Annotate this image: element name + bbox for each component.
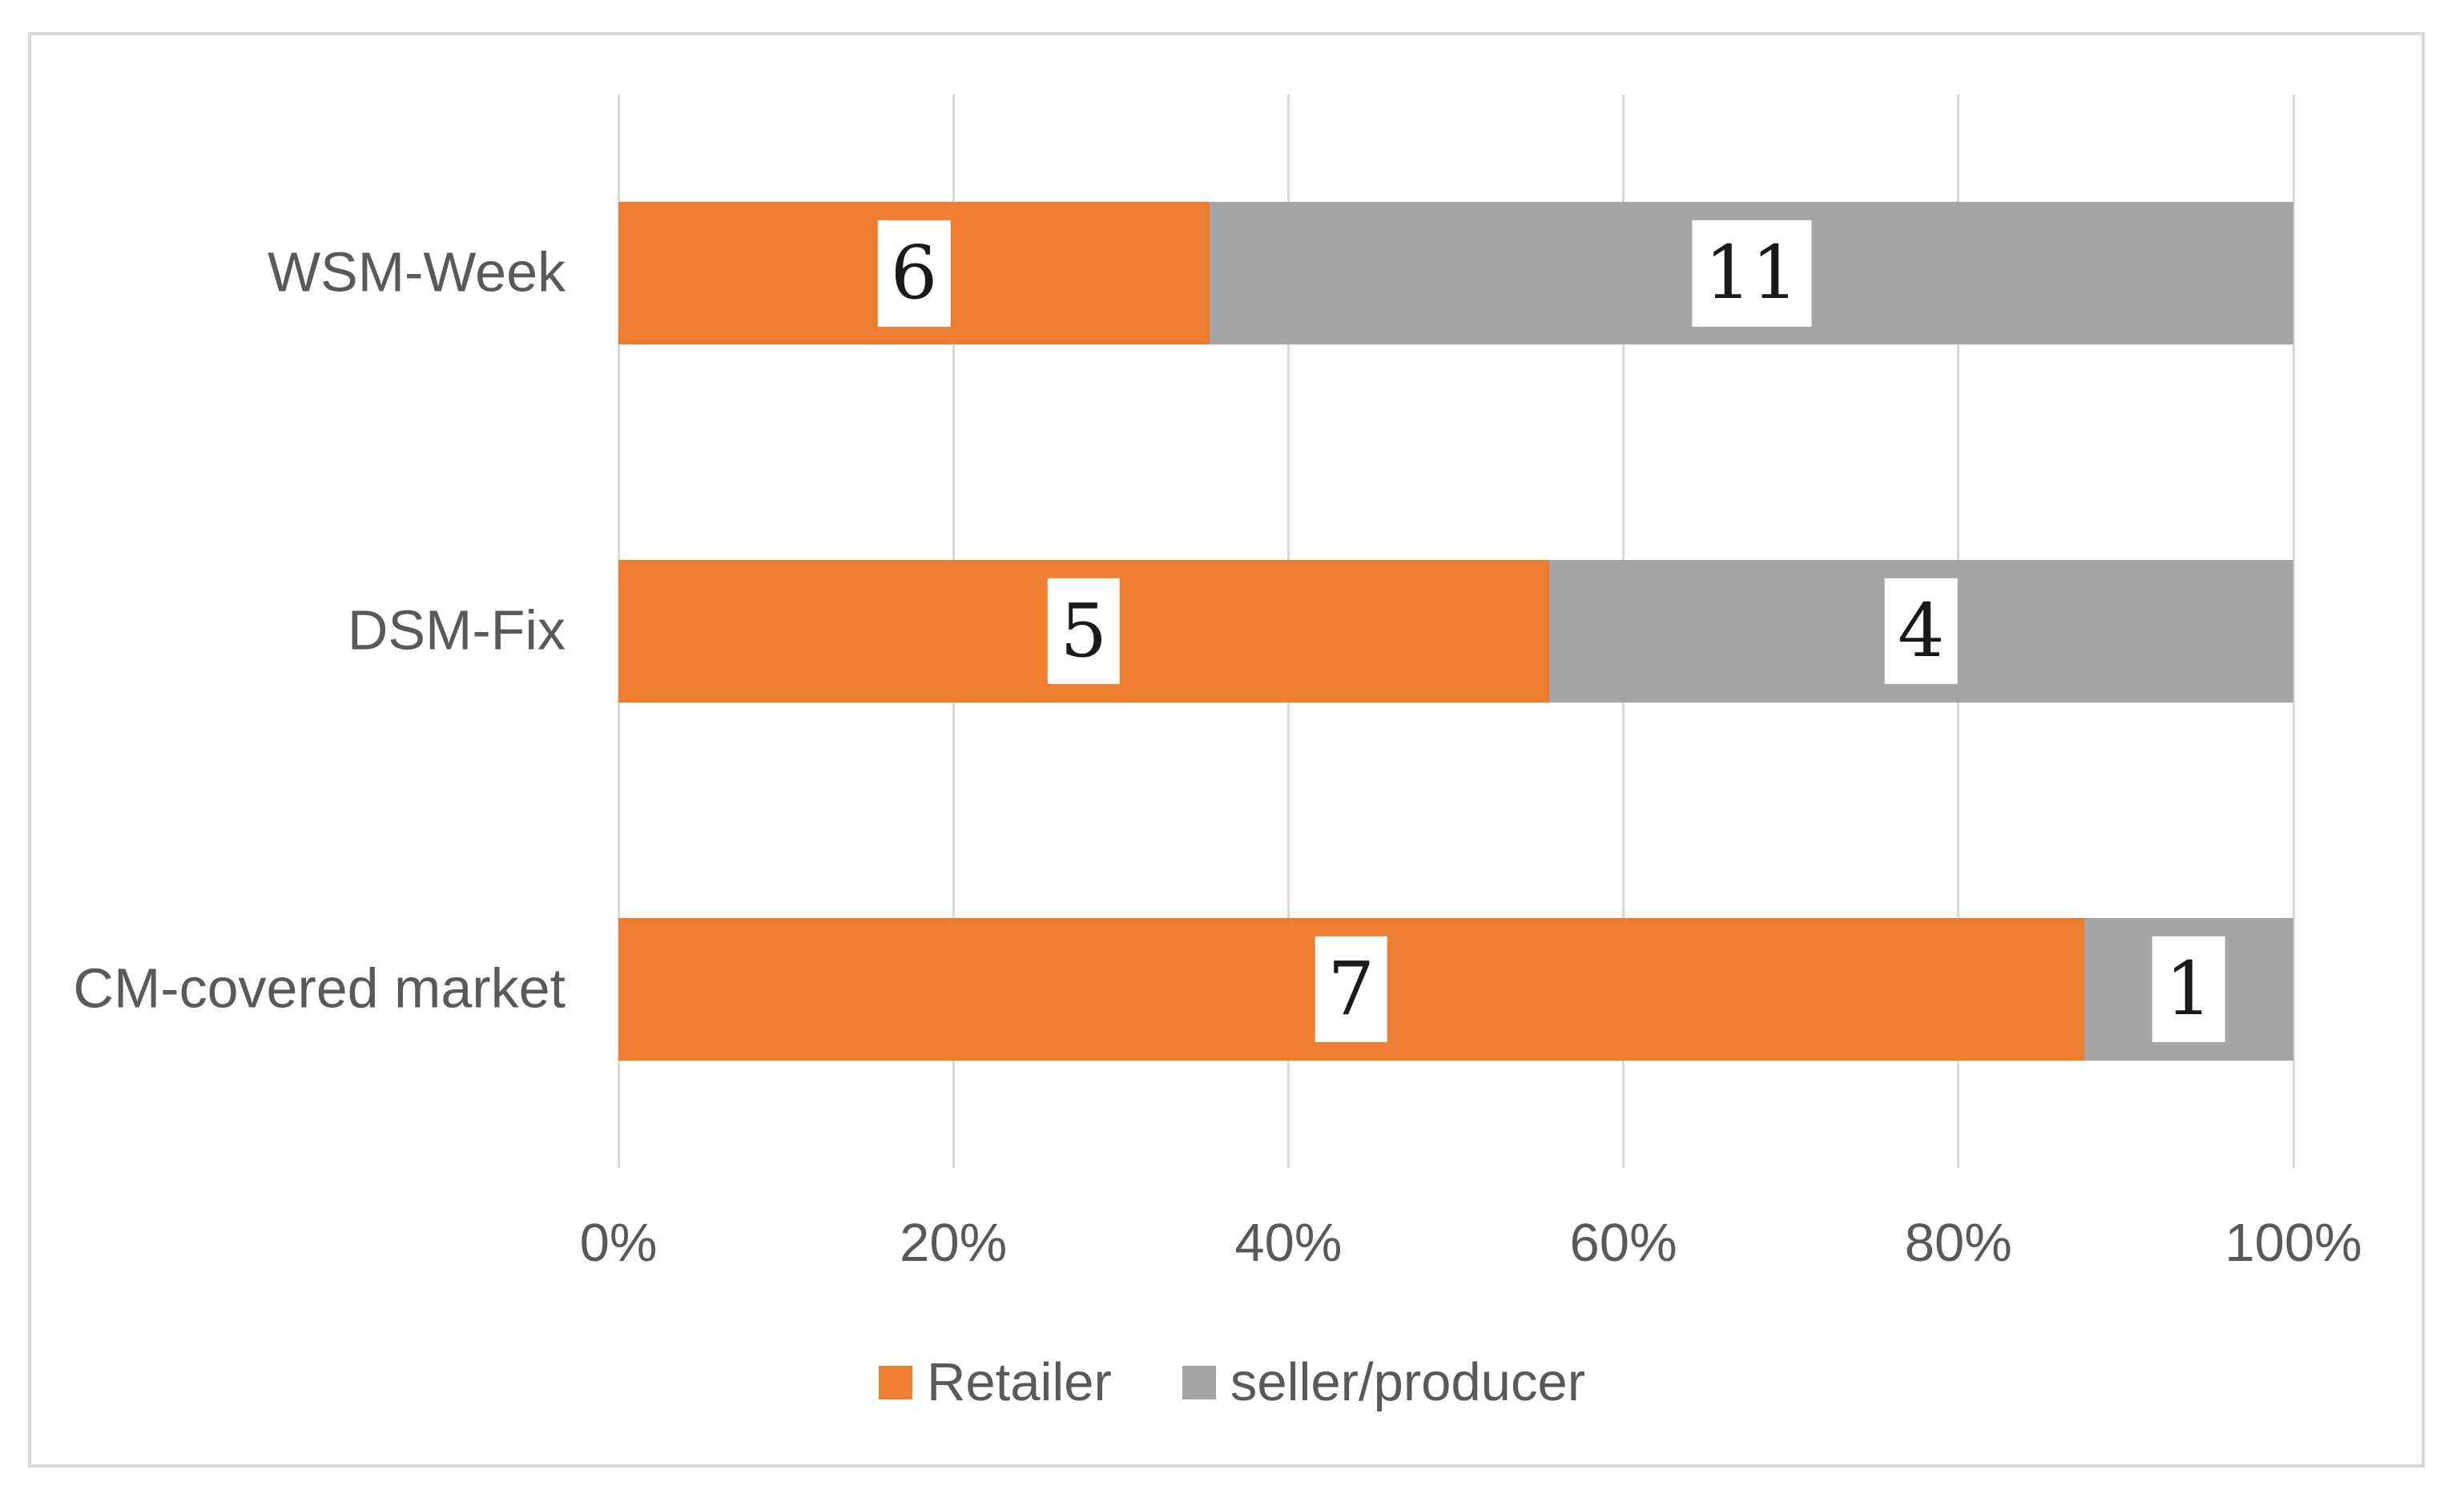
legend: Retailer seller/producer [0,1355,2464,1409]
legend-swatch-seller-producer [1182,1365,1216,1399]
legend-label: seller/producer [1230,1352,1586,1412]
legend-item: Retailer [878,1352,1112,1412]
legend-label: Retailer [926,1352,1112,1412]
legend-swatch-retailer [878,1365,912,1399]
chart-frame [28,32,2425,1468]
legend-item: seller/producer [1182,1355,1585,1409]
